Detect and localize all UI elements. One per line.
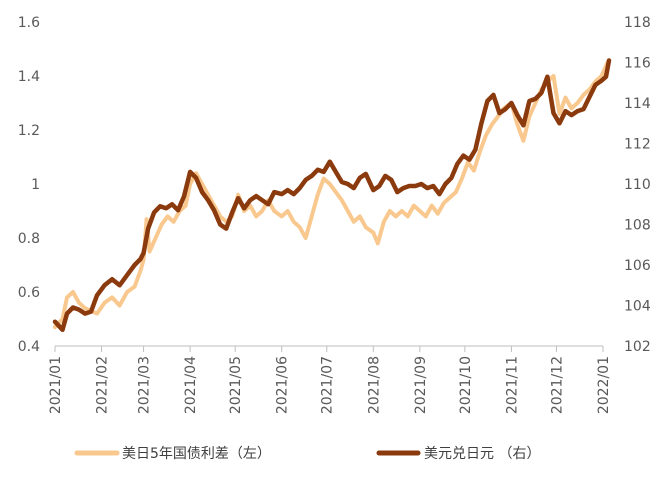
x-tick-label: 2021/05 xyxy=(228,356,244,414)
left-tick-label: 0.8 xyxy=(18,231,40,247)
series-line-usdjpy xyxy=(52,58,612,333)
left-tick-label: 1.2 xyxy=(18,123,40,139)
right-tick-label: 106 xyxy=(624,258,651,274)
x-tick-label: 2021/07 xyxy=(320,356,336,414)
x-tick-label: 2021/02 xyxy=(95,356,111,414)
x-tick-label: 2021/06 xyxy=(275,356,291,414)
legend-label-spread: 美日5年国债利差（左） xyxy=(122,446,271,462)
right-tick-label: 114 xyxy=(624,96,651,112)
x-tick-label: 2021/09 xyxy=(413,356,429,414)
right-tick-label: 112 xyxy=(624,137,651,153)
x-tick-label: 2021/12 xyxy=(549,356,565,414)
left-axis: 0.4 0.6 0.8 1 1.2 1.4 1.6 xyxy=(18,15,40,355)
x-tick-label: 2021/04 xyxy=(183,356,199,414)
series-layer xyxy=(52,58,612,333)
right-tick-label: 110 xyxy=(624,177,651,193)
x-axis: 2021/01 2021/02 2021/03 2021/04 2021/05 2021/… xyxy=(48,346,612,414)
left-tick-label: 1.4 xyxy=(18,69,40,85)
right-axis: 102 104 106 108 110 112 114 116 118 xyxy=(624,15,651,355)
legend: 美日5年国债利差（左） 美元兑日元 （右） xyxy=(74,446,540,462)
x-tick-label: 2021/11 xyxy=(504,356,520,414)
right-tick-label: 102 xyxy=(624,339,651,355)
right-tick-label: 118 xyxy=(624,15,651,31)
left-tick-label: 1.6 xyxy=(18,15,40,31)
x-tick-label: 2021/01 xyxy=(48,356,64,414)
left-tick-label: 0.4 xyxy=(18,339,40,355)
right-tick-label: 116 xyxy=(624,56,651,72)
left-tick-label: 0.6 xyxy=(18,285,40,301)
right-tick-label: 108 xyxy=(624,218,651,234)
x-tick-label: 2022/01 xyxy=(596,356,612,414)
series-line-spread xyxy=(53,60,610,330)
x-tick-label: 2021/08 xyxy=(366,356,382,414)
right-tick-label: 104 xyxy=(624,299,651,315)
x-tick-label: 2021/10 xyxy=(458,356,474,414)
legend-label-usdjpy: 美元兑日元 （右） xyxy=(424,446,540,462)
left-tick-label: 1 xyxy=(31,177,40,193)
x-tick-label: 2021/03 xyxy=(137,356,153,414)
